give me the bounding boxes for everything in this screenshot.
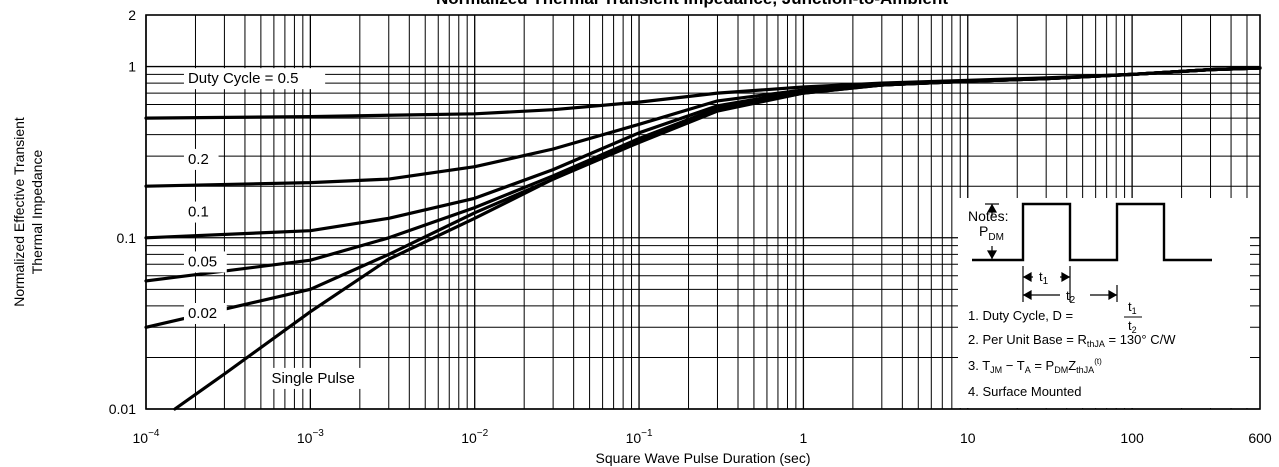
- y-axis-label-line1: Normalized Effective Transient: [11, 117, 27, 307]
- x-tick-base: 100: [1120, 430, 1144, 446]
- t1-label: t1: [1039, 269, 1049, 287]
- note-3: 3. TJM − TA = PDMZthJA(t): [968, 357, 1102, 375]
- series-labels: Duty Cycle = 0.5 0.2 0.1 0.05 0.02 Single Pul…: [183, 68, 376, 389]
- series-label-bg: [183, 68, 326, 90]
- y-tick-label: 2: [128, 7, 136, 23]
- note-3-c-sub: DM: [1054, 365, 1068, 375]
- x-tick-label: 100: [1120, 430, 1144, 446]
- note-1-numerator: t1: [1128, 299, 1137, 316]
- series-label-bg: [183, 201, 219, 223]
- x-tick-base: 1: [800, 430, 808, 446]
- notes-box: Notes: PDM t1 t2 1. Duty Cycle,: [958, 198, 1250, 408]
- note-3-d-sub: thJA: [1076, 365, 1094, 375]
- note-1-num-symbol: t: [1128, 299, 1132, 314]
- x-tick-base: 600: [1248, 430, 1272, 446]
- x-tick-label: 600: [1248, 430, 1272, 446]
- series-label-1: 0.2: [188, 151, 209, 168]
- x-tick-label: 10−3: [297, 428, 324, 446]
- series-label-5: Single Pulse: [271, 370, 354, 387]
- series-label-0: Duty Cycle = 0.5: [188, 70, 298, 87]
- note-2-sub: thJA: [1087, 339, 1105, 349]
- chart-title: Normalized Thermal Transient Impedance, …: [436, 0, 948, 8]
- note-1-den-symbol: t: [1128, 318, 1132, 333]
- note-1: 1. Duty Cycle, D =: [968, 308, 1073, 323]
- note-3-c: = P: [1031, 358, 1055, 373]
- note-3-d: Z: [1068, 358, 1076, 373]
- note-2-suffix: = 130° C/W: [1105, 332, 1176, 347]
- t1-symbol: t: [1039, 269, 1043, 284]
- y-tick-label: 0.1: [117, 230, 137, 246]
- t1-dimension: [1022, 266, 1118, 302]
- plot-frame: [145, 14, 1261, 410]
- pulse-waveform-diagram: [972, 202, 1212, 262]
- series-label-bg: [183, 251, 227, 273]
- note-4: 4. Surface Mounted: [968, 384, 1081, 399]
- pulse-waveform: [972, 202, 1212, 262]
- note-1-denominator: t2: [1128, 318, 1137, 335]
- note-3-b: − T: [1002, 358, 1025, 373]
- y-axis-label-line2: Thermal Impedance: [29, 150, 45, 275]
- pdm-symbol: P: [979, 223, 988, 239]
- series-label-bg: [183, 302, 227, 324]
- x-axis-tick-labels: 10−4 10−3 10−2 10−1 1 10 100 600: [133, 428, 1272, 446]
- y-tick-label: 1: [128, 59, 136, 75]
- note-1-den-sub: 2: [1132, 325, 1137, 335]
- pdm-dimension: [985, 203, 999, 260]
- note-3-a-sub: JM: [990, 365, 1002, 375]
- note-1-text: 1. Duty Cycle, D =: [968, 308, 1073, 323]
- t2-subscript: 2: [1070, 295, 1076, 306]
- series-label-3: 0.05: [188, 253, 217, 270]
- x-tick-exponent: −4: [148, 428, 160, 439]
- series-line-5: [173, 66, 1262, 411]
- x-tick-label: 10: [960, 430, 976, 446]
- x-tick-exponent: −2: [477, 428, 489, 439]
- note-3-sup: (t): [1094, 357, 1102, 366]
- series-label-2: 0.1: [188, 204, 209, 221]
- pdm-subscript: DM: [988, 232, 1004, 243]
- note-2: 2. Per Unit Base = RthJA = 130° C/W: [968, 332, 1176, 349]
- x-tick-label: 1: [800, 430, 808, 446]
- x-tick-label: 10−4: [133, 428, 160, 446]
- x-axis-label: Square Wave Pulse Duration (sec): [595, 450, 810, 466]
- y-tick-label: 0.01: [109, 401, 136, 417]
- x-tick-base: 10: [626, 430, 642, 446]
- series-label-bg: [267, 367, 376, 389]
- x-tick-exponent: −3: [312, 428, 324, 439]
- note-1-num-sub: 1: [1132, 306, 1137, 316]
- series-label-4: 0.02: [188, 305, 217, 322]
- note-3-a: 3. T: [968, 358, 990, 373]
- x-tick-base: 10: [133, 430, 149, 446]
- y-axis-tick-labels: 0.01 0.1 1 2: [109, 7, 136, 417]
- note-2-text: 2. Per Unit Base = R: [968, 332, 1087, 347]
- series-lines: [144, 66, 1262, 411]
- t1-subscript: 1: [1043, 276, 1049, 287]
- series-label-bg: [183, 148, 219, 170]
- t2-symbol: t: [1066, 288, 1070, 303]
- note-3-b-sub: A: [1025, 365, 1031, 375]
- t2-label: t2: [1066, 288, 1076, 306]
- x-tick-base: 10: [461, 430, 477, 446]
- pdm-label: PDM: [979, 223, 1004, 243]
- x-tick-label: 10−2: [461, 428, 488, 446]
- x-tick-base: 10: [297, 430, 313, 446]
- x-tick-exponent: −1: [641, 428, 653, 439]
- x-tick-base: 10: [960, 430, 976, 446]
- notes-heading: Notes:: [968, 208, 1008, 224]
- x-tick-label: 10−1: [626, 428, 653, 446]
